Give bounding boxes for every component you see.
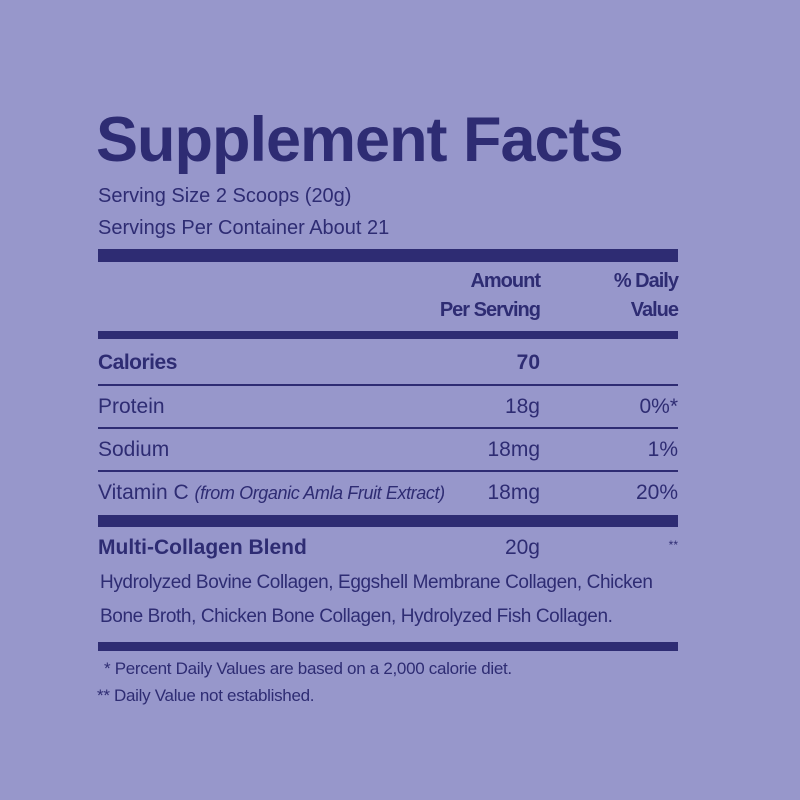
vitamin-c-dv: 20% [635,481,678,504]
vitamin-c-amount: 18mg [487,481,540,504]
vitamin-c-note: (from Organic Amla Fruit Extract) [194,483,446,503]
protein-label: Protein [98,395,165,418]
divider-thick [98,515,678,527]
calories-amount: 70 [516,351,540,374]
servings-per-container: Servings Per Container About 21 [98,217,390,239]
footnote-percent-dv: * Percent Daily Values are based on a 2,… [104,659,512,678]
divider-thick [98,642,678,651]
dv-header-line2: Value [630,299,679,321]
blend-amount: 20g [504,536,540,559]
amount-header: Amount Per Serving [439,267,541,325]
footnote-dv-not-established: ** Daily Value not established. [97,686,315,705]
amount-header-line2: Per Serving [439,299,541,321]
blend-ingredients-line1: Hydrolyzed Bovine Collagen, Eggshell Mem… [100,572,653,593]
blend-name: Multi-Collagen Blend [98,536,307,559]
divider-medium [98,331,678,339]
sodium-label: Sodium [98,438,170,461]
dv-header: % Daily Value [613,267,679,325]
blend-ingredients-line2: Bone Broth, Chicken Bone Collagen, Hydro… [100,606,613,627]
divider-thin [98,427,678,429]
page-title: Supplement Facts [96,105,624,175]
amount-header-line1: Amount [470,270,541,292]
calories-label: Calories [98,351,177,374]
protein-dv: 0%* [639,395,678,418]
divider-thin [98,470,678,472]
blend-dv: ** [668,538,678,552]
divider-thick [98,249,678,262]
divider-thin [98,384,678,386]
protein-amount: 18g [504,395,540,418]
sodium-amount: 18mg [487,438,540,461]
vitamin-c-name: Vitamin C [98,481,189,504]
dv-header-line1: % Daily [613,270,679,292]
vitamin-c-label: Vitamin C (from Organic Amla Fruit Extra… [98,481,445,505]
sodium-dv: 1% [647,438,678,461]
serving-size: Serving Size 2 Scoops (20g) [98,185,352,207]
